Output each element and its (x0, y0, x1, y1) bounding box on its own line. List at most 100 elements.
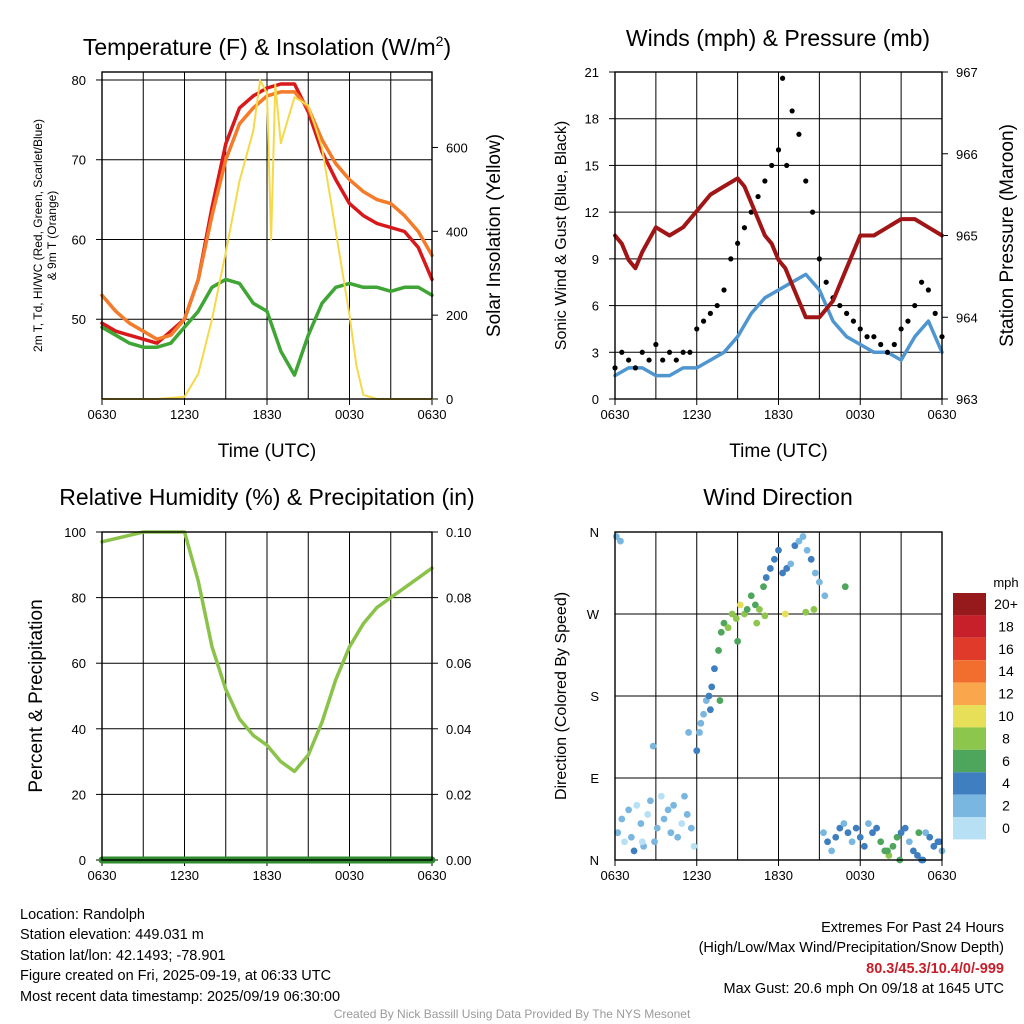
direction-point (922, 829, 930, 837)
direction-point (743, 606, 751, 613)
direction-point (618, 815, 626, 823)
y2-tick-label: 400 (446, 224, 468, 239)
gust-point (769, 162, 775, 169)
y2-axis-label: Station Pressure (Maroon) (997, 124, 1018, 347)
legend-swatch (953, 637, 986, 661)
chart-title: Wind Direction (703, 484, 853, 510)
gust-point (666, 349, 673, 355)
direction-point (670, 801, 677, 809)
y-tick-label: 0 (592, 392, 599, 407)
direction-point (844, 829, 852, 837)
direction-point (747, 592, 755, 600)
direction-point (893, 833, 901, 841)
y-tick-label: 12 (585, 205, 599, 220)
gust-point (639, 349, 645, 355)
direction-point (811, 569, 819, 577)
y-tick-label: E (590, 771, 599, 786)
y2-tick-label: 967 (956, 65, 978, 80)
direction-point (705, 692, 713, 700)
direction-point (840, 820, 848, 827)
y2-tick-label: 0 (446, 392, 453, 407)
direction-point (820, 829, 827, 837)
direction-point (848, 838, 856, 846)
direction-point (824, 838, 831, 846)
direction-point (852, 824, 860, 832)
y-tick-label: 18 (585, 112, 599, 127)
max-gust: Max Gust: 20.6 mph On 09/18 at 1645 UTC (723, 981, 1004, 998)
direction-point (914, 852, 921, 859)
y2-tick-label: 0.02 (446, 787, 471, 802)
y-tick-label: W (587, 607, 600, 622)
data-timestamp: Most recent data timestamp: 2025/09/19 0… (20, 988, 341, 1005)
direction-point (715, 647, 722, 654)
direction-point (647, 797, 654, 805)
legend-title: mph (993, 575, 1018, 590)
direction-point (791, 542, 799, 550)
direction-point (687, 824, 695, 832)
extremes-subtitle: (High/Low/Max Wind/Precipitation/Snow De… (698, 940, 1004, 957)
gust-point (735, 240, 741, 246)
legend-label: 16 (998, 641, 1014, 657)
humidity-precip-panel: Relative Humidity (%) & Precipitation (i… (26, 484, 475, 883)
gust-point (680, 349, 686, 355)
gust-point (925, 287, 931, 293)
chart-title: Relative Humidity (%) & Precipitation (i… (59, 484, 474, 510)
legend-label: 0 (1002, 820, 1010, 836)
x-tick-label: 1230 (170, 868, 199, 883)
direction-point (644, 811, 652, 818)
direction-point (884, 847, 891, 855)
x-tick-label: 1830 (764, 407, 793, 422)
gust-point (619, 349, 625, 355)
direction-point (685, 729, 692, 736)
gust-point (850, 318, 857, 324)
direction-point (736, 601, 744, 609)
direction-point (708, 683, 716, 691)
x-tick-label: 1830 (764, 868, 793, 883)
gust-point (632, 365, 639, 371)
temperature-insolation-panel: Temperature (F) & Insolation (W/m2) 0630 1… (31, 33, 505, 462)
direction-point (775, 546, 782, 554)
direction-point (683, 811, 691, 818)
direction-point (915, 829, 923, 837)
x-axis-label: Time (UTC) (729, 441, 828, 462)
direction-point (901, 824, 909, 832)
gust-point (837, 302, 843, 309)
direction-point (674, 833, 682, 841)
chart-title-superscript: 2 (436, 33, 444, 49)
y2-tick-label: 0.08 (446, 591, 471, 606)
dewpoint-line (100, 277, 434, 377)
x-tick-label: 1830 (253, 407, 282, 422)
y-tick-label: 80 (72, 591, 86, 606)
y-axis-label: Percent & Precipitation (26, 599, 47, 792)
gust-point (823, 279, 829, 285)
gust-point (844, 310, 850, 316)
gust-point (779, 75, 786, 81)
extremes-info: Extremes For Past 24 Hours (High/Low/Max… (699, 918, 1004, 1000)
y-tick-label: 70 (72, 153, 86, 168)
station-elevation: Station elevation: 449.031 m (20, 927, 204, 944)
plot-frame (614, 531, 943, 861)
direction-point (832, 833, 840, 841)
x-tick-label: 0630 (601, 868, 630, 883)
y-tick-label: S (590, 689, 599, 704)
y-axis-label: Sonic Wind & Gust (Blue, Black) (553, 121, 570, 350)
direction-point (651, 838, 658, 846)
legend-label: 6 (1002, 753, 1010, 769)
direction-point (860, 842, 868, 850)
direction-point (753, 619, 761, 627)
y-tick-label: 60 (72, 656, 86, 671)
x-tick-label: 1230 (170, 407, 199, 422)
direction-point (667, 829, 675, 837)
direction-point (732, 615, 740, 622)
y2-tick-label: 0.10 (446, 525, 471, 540)
credit-line: Created By Nick Bassill Using Data Provi… (333, 1007, 691, 1021)
plot-frame (101, 531, 433, 861)
direction-point (690, 842, 698, 850)
gust-point (741, 225, 748, 231)
direction-point (803, 546, 811, 554)
direction-point (865, 820, 872, 827)
gust-point (784, 162, 790, 169)
direction-point (637, 820, 645, 827)
direction-point (638, 838, 646, 846)
